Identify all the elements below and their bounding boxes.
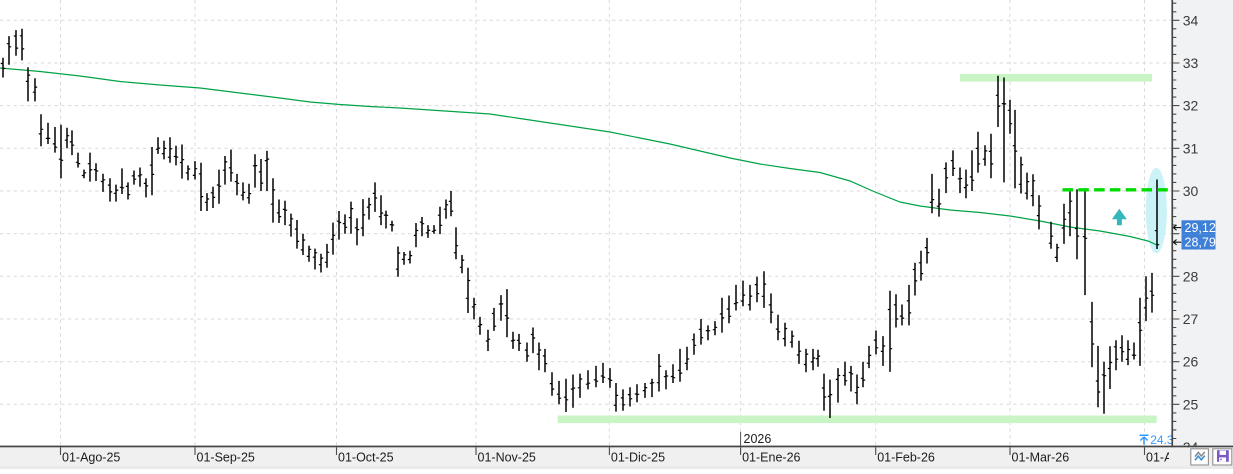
svg-text:33: 33	[1183, 55, 1199, 71]
svg-text:27: 27	[1183, 311, 1199, 327]
svg-text:31: 31	[1183, 140, 1199, 156]
svg-text:32: 32	[1183, 98, 1199, 114]
svg-text:2026: 2026	[744, 432, 772, 446]
svg-text:01-Abr-26: 01-Abr-26	[1146, 451, 1202, 465]
svg-text:29,12: 29,12	[1185, 221, 1216, 235]
svg-text:01-Sep-25: 01-Sep-25	[197, 451, 255, 465]
svg-text:01-Oct-25: 01-Oct-25	[338, 451, 394, 465]
svg-text:01-Nov-25: 01-Nov-25	[478, 451, 536, 465]
svg-text:01-Dic-25: 01-Dic-25	[611, 451, 665, 465]
svg-text:30: 30	[1183, 183, 1199, 199]
svg-text:28: 28	[1183, 268, 1199, 284]
svg-text:01-Mar-26: 01-Mar-26	[1012, 451, 1070, 465]
svg-text:34: 34	[1183, 12, 1199, 28]
svg-text:01-Ene-26: 01-Ene-26	[742, 451, 800, 465]
svg-text:26: 26	[1183, 354, 1199, 370]
svg-text:28,79: 28,79	[1185, 236, 1216, 250]
svg-text:01-Ago-25: 01-Ago-25	[62, 451, 120, 465]
svg-text:25: 25	[1183, 396, 1199, 412]
svg-text:01-Feb-26: 01-Feb-26	[877, 451, 935, 465]
